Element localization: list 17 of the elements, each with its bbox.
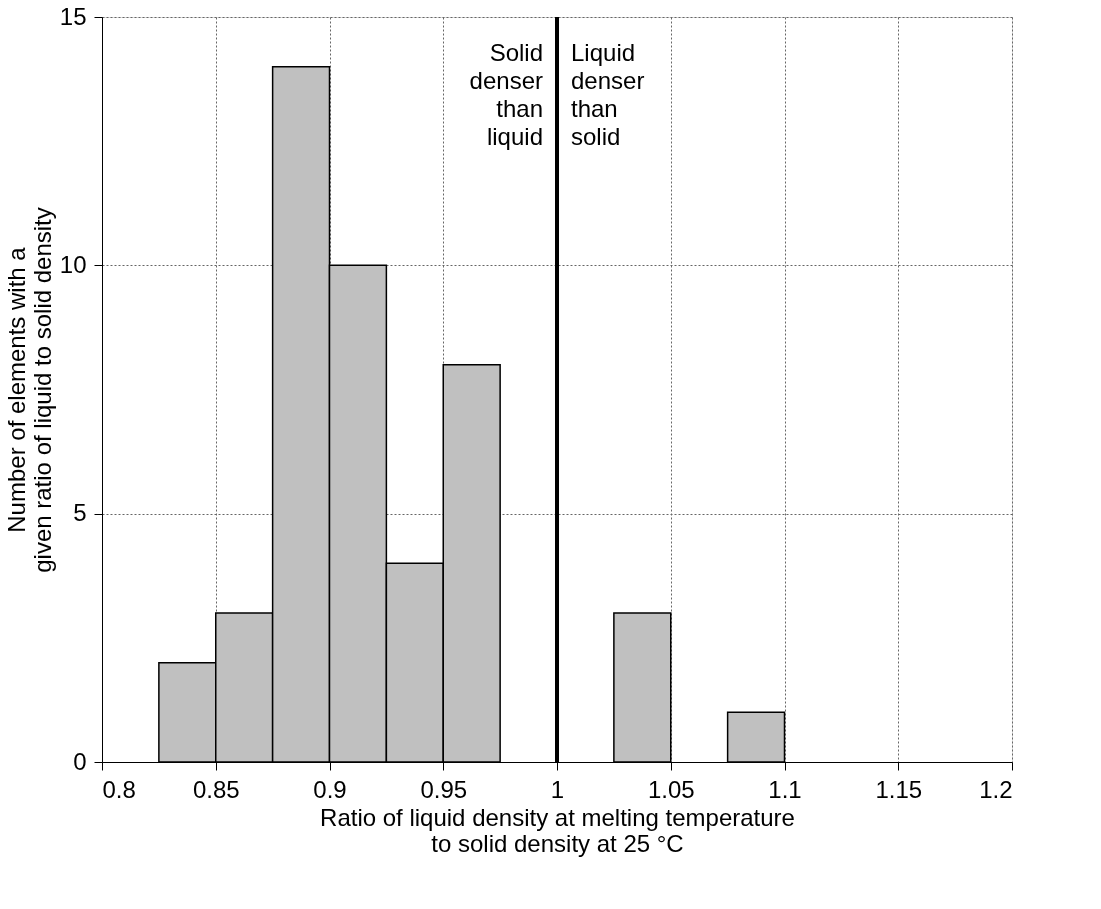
annotation: Solid denser than liquid (469, 38, 543, 150)
x-tick-label: 1.05 (647, 775, 695, 803)
y-tick-label: 15 (59, 2, 87, 30)
x-axis-title: Ratio of liquid density at melting temperature to solid density at 25 °C (320, 803, 795, 857)
x-tick-label: 1.15 (875, 775, 923, 803)
x-tick-label: 1.2 (979, 775, 1013, 803)
y-tick-label: 5 (73, 499, 87, 527)
x-tick-label: 0.8 (102, 775, 136, 803)
annotation: Liquid denser than solid (571, 38, 645, 150)
y-axis-title: Number of elements with a given ratio of liquid to solid density (2, 207, 56, 573)
x-tick-label: 0.85 (192, 775, 240, 803)
y-tick-label: 0 (73, 747, 87, 775)
x-tick-label: 1.1 (768, 775, 802, 803)
x-tick-label: 1 (550, 775, 565, 803)
x-tick-label: 0.95 (420, 775, 468, 803)
x-tick-label: 0.9 (313, 775, 347, 803)
y-tick-label: 10 (59, 250, 87, 278)
